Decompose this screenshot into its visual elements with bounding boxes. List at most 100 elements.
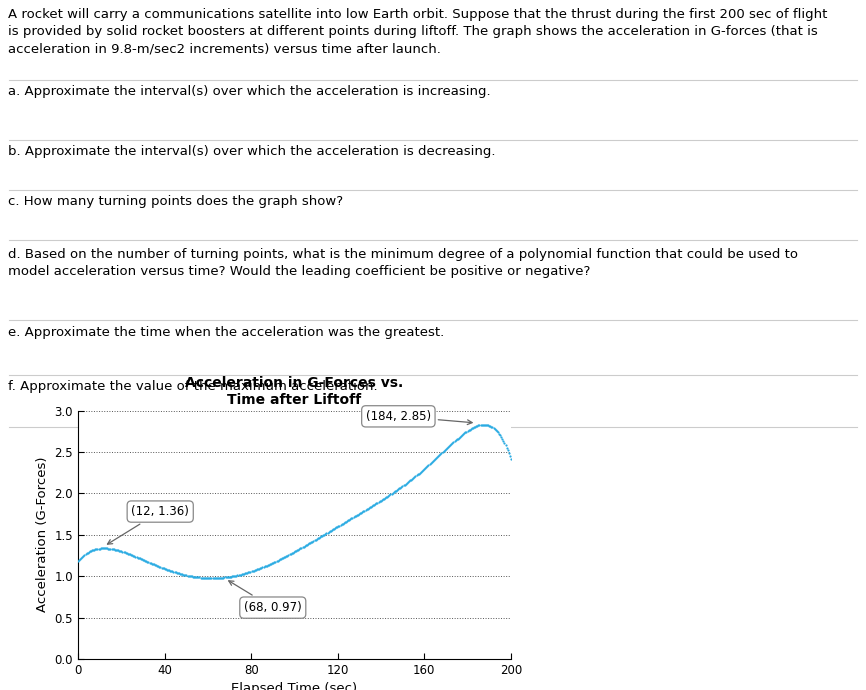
Point: [496, 435, 510, 446]
Point: [404, 474, 418, 485]
Point: [330, 521, 344, 532]
Point: [137, 555, 151, 566]
Point: [252, 563, 266, 574]
Point: [410, 469, 424, 480]
Point: [94, 543, 107, 554]
Point: [126, 550, 139, 561]
Point: [285, 548, 299, 559]
Point: [199, 573, 213, 584]
Point: [294, 542, 308, 553]
Point: [214, 572, 228, 583]
Point: [298, 540, 312, 551]
Point: [197, 572, 210, 583]
Point: [191, 572, 204, 583]
Point: [465, 423, 479, 434]
Point: [263, 559, 277, 570]
Point: [100, 543, 113, 554]
Point: [385, 487, 399, 498]
Point: [236, 569, 249, 580]
Point: [114, 546, 128, 557]
Point: [398, 478, 412, 489]
Point: [188, 571, 202, 582]
Point: [152, 561, 165, 572]
Point: [183, 571, 197, 582]
Point: [130, 551, 144, 562]
Point: [307, 535, 320, 546]
Point: [466, 422, 480, 433]
Point: [165, 566, 179, 577]
Point: [120, 548, 133, 559]
Point: [397, 479, 411, 490]
Point: [434, 449, 448, 460]
Point: [426, 456, 440, 467]
Point: [190, 571, 204, 582]
Point: [372, 496, 386, 507]
Point: [452, 432, 466, 443]
Point: [348, 511, 362, 522]
Point: [171, 568, 184, 579]
Point: [332, 521, 346, 532]
Point: [238, 568, 252, 579]
Point: [351, 509, 365, 520]
Point: [260, 560, 274, 571]
Point: [97, 543, 111, 554]
Point: [185, 571, 199, 582]
Point: [218, 572, 232, 583]
Point: [293, 544, 307, 555]
Point: [312, 532, 326, 543]
Point: [250, 564, 264, 575]
Point: [264, 558, 278, 569]
Point: [491, 427, 505, 438]
Point: [92, 543, 106, 554]
Point: [291, 544, 305, 555]
Point: [119, 547, 132, 558]
Point: [302, 538, 316, 549]
Point: [467, 422, 481, 433]
Point: [258, 561, 272, 572]
Point: [109, 544, 123, 555]
Point: [165, 566, 178, 577]
Point: [124, 549, 138, 560]
Point: [242, 566, 256, 578]
Point: [428, 454, 442, 465]
Point: [74, 552, 88, 563]
Point: [365, 500, 379, 511]
Point: [482, 420, 496, 431]
Point: [294, 543, 307, 554]
Point: [277, 552, 291, 563]
Point: [393, 482, 407, 493]
Point: [361, 503, 375, 514]
Point: [96, 543, 110, 554]
Point: [483, 421, 497, 432]
Point: [339, 516, 353, 527]
Point: [132, 553, 145, 564]
Point: [423, 459, 436, 470]
Point: [204, 573, 217, 584]
Point: [405, 473, 419, 484]
Point: [438, 445, 452, 456]
Point: [268, 557, 281, 568]
Point: [281, 550, 294, 561]
Point: [327, 523, 341, 534]
Point: [117, 546, 131, 558]
Point: [75, 551, 89, 562]
Point: [432, 450, 446, 461]
Point: [462, 425, 475, 436]
Point: [364, 501, 378, 512]
Text: d. Based on the number of turning points, what is the minimum degree of a polyno: d. Based on the number of turning points…: [8, 248, 798, 279]
Point: [333, 520, 347, 531]
Point: [419, 462, 433, 473]
Point: [160, 564, 174, 575]
Point: [157, 563, 171, 574]
Point: [78, 549, 92, 560]
Point: [366, 500, 380, 511]
Point: [329, 522, 343, 533]
Point: [262, 559, 276, 570]
Point: [315, 531, 329, 542]
Point: [269, 555, 283, 566]
Point: [158, 563, 171, 574]
Point: [145, 558, 159, 569]
Point: [118, 547, 132, 558]
Point: [430, 453, 443, 464]
Text: c. How many turning points does the graph show?: c. How many turning points does the grap…: [8, 195, 343, 208]
